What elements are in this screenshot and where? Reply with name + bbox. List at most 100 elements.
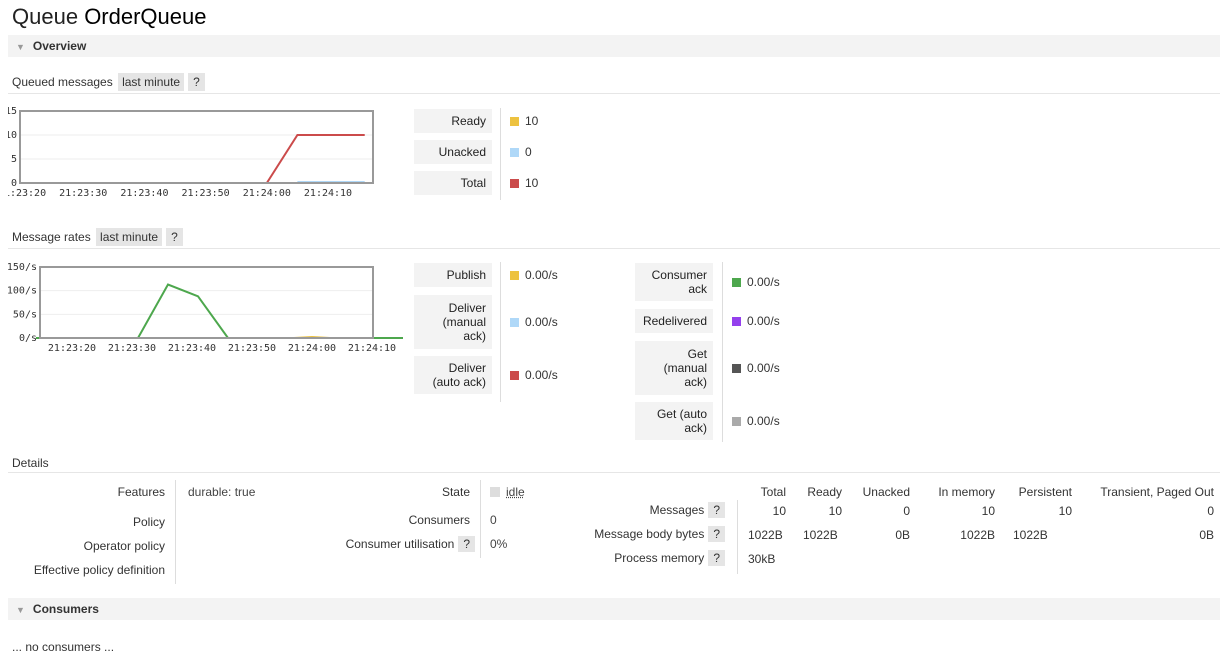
- consumers-section-toggle[interactable]: ▼ Consumers: [8, 598, 1220, 620]
- message-rates-title: Message rates: [12, 230, 91, 244]
- body-bytes-row-text: Message body bytes: [594, 527, 705, 541]
- state-label: State: [441, 485, 470, 499]
- legend-label-publish: Publish: [414, 263, 492, 287]
- no-consumers-text: ... no consumers ...: [12, 640, 115, 654]
- legend-separator: [500, 262, 501, 402]
- page-title: Queue OrderQueue: [12, 4, 206, 30]
- x-tick-label: 21:24:10: [348, 343, 396, 354]
- table-cell: 1022B: [960, 528, 995, 542]
- state-value: idle: [490, 485, 525, 499]
- page-title-prefix: Queue: [12, 4, 79, 29]
- legend-value-get-auto-ack: 0.00/s: [732, 413, 780, 429]
- x-tick-label: 21:24:00: [288, 343, 336, 354]
- state-indicator-icon: [490, 487, 500, 497]
- legend-value-deliver-auto-ack: 0.00/s: [510, 367, 558, 383]
- divider: [8, 248, 1220, 249]
- x-tick-label: 21:23:50: [228, 343, 276, 354]
- legend-value-unacked: 0: [510, 144, 532, 160]
- plot-frame: [39, 266, 374, 339]
- queued-messages-title: Queued messages: [12, 75, 113, 89]
- legend-value-text: 0.00/s: [747, 314, 780, 328]
- y-tick-label: 15: [8, 106, 17, 117]
- queued-range-selector[interactable]: last minute: [118, 73, 185, 91]
- legend-label-total: Total: [414, 171, 492, 195]
- x-tick-label: 21:24:10: [304, 188, 352, 199]
- legend-label-get-auto-ack: Get (auto ack): [635, 402, 713, 440]
- x-tick-label: 21:23:30: [108, 343, 156, 354]
- x-tick-label: 21:23:30: [59, 188, 107, 199]
- y-tick-label: 0/s: [19, 333, 37, 344]
- process-memory-row-label: Process memory?: [570, 550, 725, 566]
- table-cell: 1022B: [1013, 528, 1048, 542]
- x-tick-label: 21:23:20: [8, 188, 46, 199]
- messages-row-text: Messages: [649, 503, 705, 517]
- legend-label-deliver-auto-ack: Deliver (auto ack): [414, 356, 492, 394]
- consumer-utilisation-help-button[interactable]: ?: [458, 536, 475, 552]
- col-transient-paged-out: Transient, Paged Out: [1100, 485, 1214, 499]
- overview-label: Overview: [32, 39, 87, 53]
- x-tick-label: 21:23:40: [168, 343, 216, 354]
- legend-value-get-manual-ack: 0.00/s: [732, 360, 780, 376]
- table-cell: 30kB: [748, 552, 776, 566]
- legend-value-text: 0.00/s: [747, 275, 780, 289]
- legend-value-consumer-ack: 0.00/s: [732, 274, 780, 290]
- messages-help-button[interactable]: ?: [708, 502, 725, 518]
- message-rates-chart: 0/s 50/s 100/s 150/s 21:23:20 21:23:30 21:23:4…: [8, 262, 403, 354]
- col-unacked: Unacked: [862, 485, 910, 499]
- legend-label-ready: Ready: [414, 109, 492, 133]
- queued-messages-heading: Queued messages last minute?: [12, 73, 205, 91]
- details-separator: [175, 480, 176, 584]
- body-bytes-help-button[interactable]: ?: [708, 526, 725, 542]
- y-tick-label: 10: [8, 130, 17, 141]
- table-cell: 0B: [895, 528, 910, 542]
- col-persistent: Persistent: [1018, 485, 1072, 499]
- legend-value-deliver-manual-ack: 0.00/s: [510, 314, 558, 330]
- process-memory-help-button[interactable]: ?: [708, 550, 725, 566]
- table-cell: 1022B: [803, 528, 838, 542]
- legend-swatch-icon: [510, 116, 519, 126]
- legend-value-text: 10: [525, 176, 539, 190]
- legend-value-text: 10: [525, 114, 539, 128]
- legend-value-text: 0.00/s: [525, 268, 558, 282]
- legend-label-deliver-manual-ack: Deliver (manual ack): [414, 295, 492, 349]
- features-label: Features: [117, 485, 165, 499]
- legend-swatch-icon: [732, 363, 741, 373]
- plot-frame: [19, 110, 374, 184]
- consumer-utilisation-value: 0%: [490, 537, 508, 551]
- legend-swatch-icon: [510, 178, 519, 188]
- y-tick-label: 150/s: [8, 262, 37, 273]
- operator-policy-label: Operator policy: [83, 539, 165, 553]
- col-in-memory: In memory: [938, 485, 995, 499]
- x-tick-label: 21:23:50: [182, 188, 230, 199]
- legend-value-total: 10: [510, 175, 538, 191]
- details-heading: Details: [12, 456, 49, 470]
- overview-section-toggle[interactable]: ▼ Overview: [8, 35, 1220, 57]
- consumer-utilisation-label: Consumer utilisation?: [300, 536, 475, 552]
- legend-value-text: 0.00/s: [747, 361, 780, 375]
- features-value: durable: true: [188, 485, 256, 499]
- consumers-label: Consumers: [32, 602, 99, 616]
- collapse-triangle-icon: ▼: [16, 605, 25, 615]
- state-idle: idle: [506, 485, 525, 499]
- legend-separator: [500, 108, 501, 200]
- legend-value-text: 0.00/s: [747, 414, 780, 428]
- rates-help-button[interactable]: ?: [166, 228, 183, 246]
- x-tick-label: 21:23:40: [120, 188, 168, 199]
- table-cell: 10: [1058, 504, 1072, 518]
- collapse-triangle-icon: ▼: [16, 42, 25, 52]
- table-cell: 10: [772, 504, 786, 518]
- legend-swatch-icon: [510, 317, 519, 327]
- legend-swatch-icon: [510, 270, 519, 280]
- legend-label-unacked: Unacked: [414, 140, 492, 164]
- legend-label-get-manual-ack: Get (manual ack): [635, 341, 713, 395]
- consumers-count-value: 0: [490, 513, 497, 527]
- queued-help-button[interactable]: ?: [188, 73, 205, 91]
- series-line-consumer-ack: [36, 283, 403, 339]
- x-tick-label: 21:24:00: [243, 188, 291, 199]
- legend-value-ready: 10: [510, 113, 538, 129]
- legend-swatch-icon: [732, 277, 741, 287]
- y-tick-label: 0: [11, 178, 17, 189]
- table-cell: 10: [981, 504, 995, 518]
- rates-range-selector[interactable]: last minute: [96, 228, 163, 246]
- legend-label-consumer-ack: Consumer ack: [635, 263, 713, 301]
